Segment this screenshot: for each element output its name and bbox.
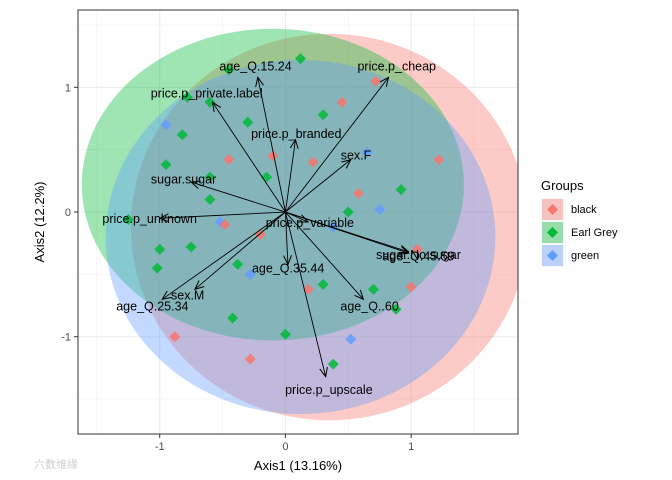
y-tick-label: -1: [61, 332, 71, 344]
legend-key-marker: [547, 227, 558, 238]
arrow: [195, 211, 286, 289]
y-tick-label: 0: [65, 207, 71, 219]
arrow-label: sex.M: [171, 289, 204, 303]
point-earl-grey: [317, 278, 329, 290]
point-earl-grey: [154, 243, 166, 255]
arrow-label: age_Q.35.44: [252, 262, 324, 276]
point-green: [374, 204, 386, 216]
y-tick-label: 1: [65, 82, 71, 94]
point-black: [219, 218, 231, 230]
x-tick-label: -1: [155, 441, 165, 453]
point-black: [352, 187, 364, 199]
point-earl-grey: [204, 171, 216, 183]
arrow: [285, 77, 388, 213]
arrow-label: age_Q.25.34: [116, 299, 188, 313]
plot-panel: [77, 9, 519, 435]
point-black: [336, 96, 348, 108]
data-points: [122, 53, 445, 370]
legend-label: black: [571, 204, 597, 216]
y-axis-title: Axis2 (12.2%): [32, 182, 47, 263]
arrow-label: price.p_private.label: [151, 87, 263, 101]
legend-key-marker: [547, 204, 558, 215]
point-green: [160, 119, 172, 131]
arrow-label: sugar.No.sugar: [376, 248, 461, 262]
arrow: [213, 102, 286, 213]
ellipse-black: [130, 33, 518, 421]
point-earl-grey: [151, 262, 163, 274]
point-earl-grey: [342, 206, 354, 218]
point-black: [405, 281, 417, 293]
point-earl-grey: [160, 159, 172, 171]
x-tick-label: 0: [282, 441, 288, 453]
arrow: [284, 140, 295, 213]
point-earl-grey: [204, 194, 216, 206]
point-black: [411, 243, 423, 255]
legend-label: green: [571, 250, 599, 262]
arrow: [284, 211, 325, 377]
point-earl-grey: [279, 328, 291, 340]
group-ellipses: [81, 28, 518, 421]
arrow-label: price.p_unknown: [102, 212, 197, 226]
arrow-label: price.p_variable: [266, 216, 354, 230]
legend-label: Earl Grey: [571, 227, 618, 239]
arrow-label: price.p_cheap: [357, 60, 436, 74]
arrow-label: age_Q.45.59: [382, 249, 454, 263]
arrow-label: price.p_upscale: [285, 383, 373, 397]
arrow: [162, 211, 286, 299]
point-earl-grey: [223, 64, 235, 76]
legend-title: Groups: [541, 178, 584, 193]
arrow: [285, 211, 363, 299]
arrow-label: sugar.sugar: [151, 173, 216, 187]
arrow-label: price.p_branded: [251, 127, 341, 141]
arrow-label: sex.F: [341, 148, 372, 162]
legend: Groups black Earl Grey green: [540, 178, 618, 268]
watermark-text: 六数维缘: [34, 458, 78, 471]
point-earl-grey: [232, 258, 244, 270]
point-earl-grey: [367, 283, 379, 295]
x-tick-label: 1: [408, 441, 414, 453]
arrow-label: age_Q.15.24: [219, 60, 291, 74]
point-earl-grey: [242, 116, 254, 128]
arrow-label: age_Q..60: [340, 299, 398, 313]
point-black: [370, 75, 382, 87]
point-earl-grey: [317, 109, 329, 121]
variable-arrows: age_Q.15.24 price.p_cheap price.p_private.…: [102, 60, 460, 397]
point-black: [433, 154, 445, 166]
point-earl-grey: [227, 312, 239, 324]
axis-ticks: -1 0 1 -1 0 1: [61, 82, 414, 453]
point-earl-grey: [122, 214, 134, 226]
arrow: [285, 212, 288, 264]
point-black: [244, 353, 256, 365]
point-earl-grey: [176, 129, 188, 141]
point-earl-grey: [395, 184, 407, 196]
point-black: [223, 154, 235, 166]
point-green: [361, 146, 373, 158]
point-earl-grey: [390, 303, 402, 315]
ellipse-green: [105, 59, 496, 415]
arrow: [258, 77, 286, 213]
point-green: [327, 221, 339, 233]
point-earl-grey: [181, 91, 193, 103]
point-black: [267, 150, 279, 162]
point-earl-grey: [185, 241, 197, 253]
point-green: [345, 333, 357, 345]
point-earl-grey: [327, 358, 339, 370]
point-black: [169, 331, 181, 343]
point-earl-grey: [295, 53, 307, 65]
arrow: [191, 182, 286, 213]
legend-key-marker: [547, 250, 558, 261]
point-black: [307, 156, 319, 168]
point-green: [244, 268, 256, 280]
arrow: [285, 160, 350, 213]
ellipse-earl-grey: [81, 28, 464, 341]
arrow: [160, 211, 286, 218]
x-axis-title: Axis1 (13.16%): [254, 458, 342, 473]
arrow: [285, 211, 408, 253]
